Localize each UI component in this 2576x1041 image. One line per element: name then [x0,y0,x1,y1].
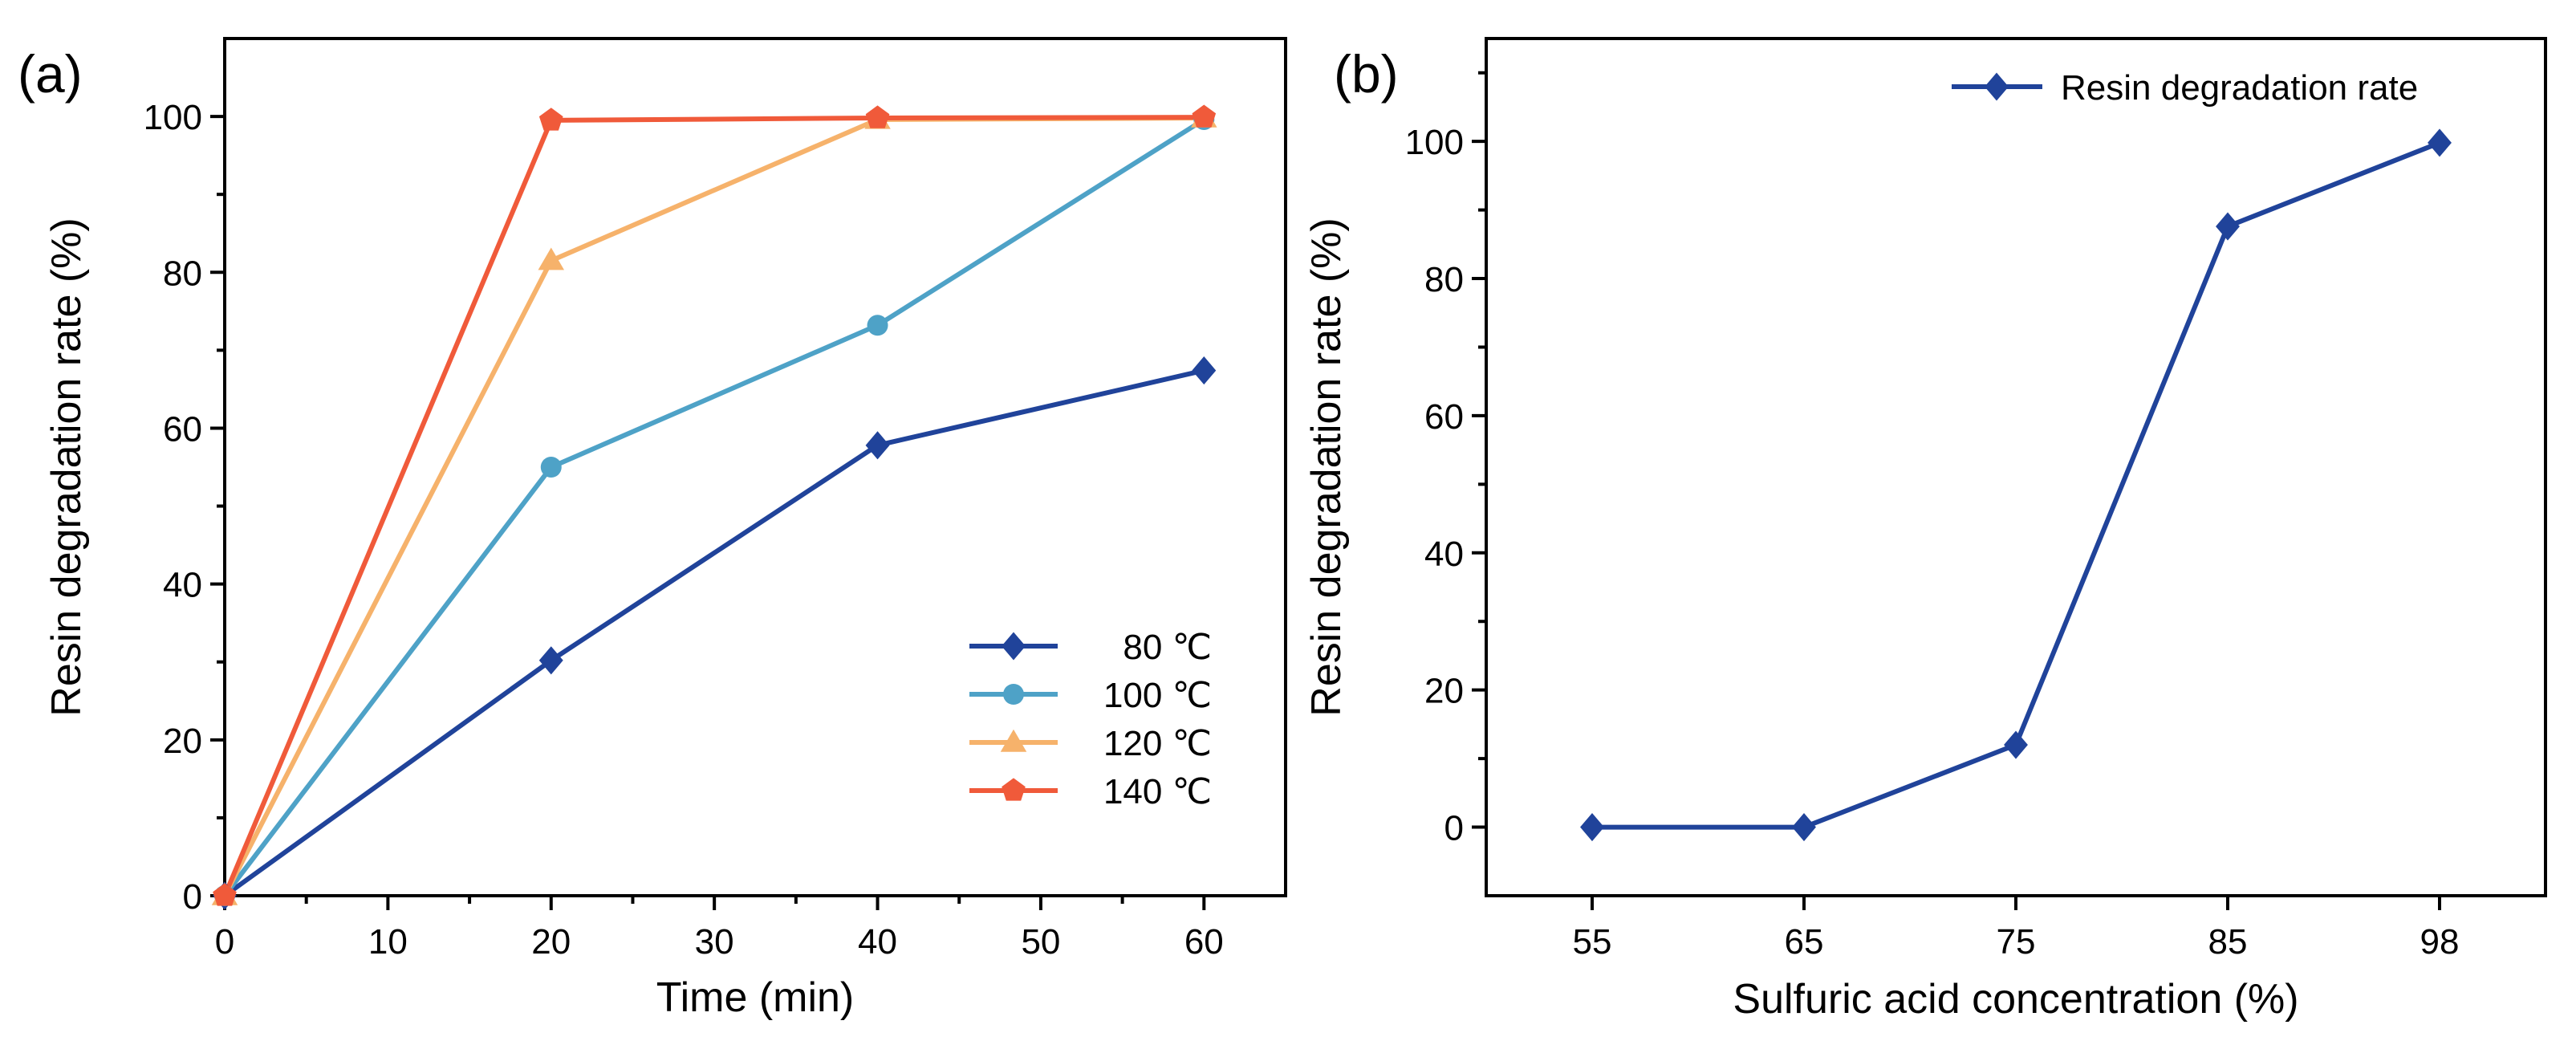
data-point-resin-degradation-rate [2216,212,2240,241]
panel-b-x-tick-label: 55 [1573,922,1612,962]
panel-b-legend: Resin degradation rate [1952,68,2418,108]
panel-b-series [1580,128,2452,842]
panel-b-x-tick-label: 75 [1997,922,2036,962]
panel-a-x-axis-label: Time (min) [656,974,855,1021]
panel-a-series [211,104,1217,910]
panel-a-y-tick-label: 80 [163,254,202,293]
legend-marker-120 [1000,729,1027,752]
panel-a-ticks: 0 10 20 30 40 50 60 0 20 40 60 80 100 [144,98,1224,962]
panel-a-y-tick-label: 40 [163,566,202,605]
panel-a-plot-frame [223,37,1287,897]
legend-label-80: 80 ℃ [1123,628,1212,667]
data-point-100 [540,457,562,478]
data-point-100 [867,315,888,336]
data-point-140 [213,883,237,906]
data-point-140 [1192,104,1217,128]
panel-b-y-tick-label: 40 [1424,535,1464,574]
panel-b-ticks: 55 65 75 85 98 0 20 40 60 80 100 [1405,71,2460,962]
panel-a-y-tick-label: 0 [183,877,202,917]
panel-b-x-tick-label: 98 [2420,922,2460,962]
panel-a-x-tick-label: 40 [858,922,897,962]
legend-marker-80 [1002,632,1026,661]
panel-a-label: (a) [18,44,83,104]
panel-a-x-tick-label: 0 [215,922,234,962]
legend-marker-140 [1002,778,1026,801]
chart-panel-b: (b) 55 65 75 85 98 0 20 40 60 80 100 Resin degrada… [1303,37,2547,1023]
panel-a-y-tick-label: 100 [144,98,202,137]
panel-b-x-tick-label: 85 [2208,922,2248,962]
data-point-80 [865,431,890,460]
series-line-80 [223,368,1205,898]
data-point-120 [538,247,565,270]
legend-label-140: 140 ℃ [1103,772,1212,811]
legend-marker-100 [1003,684,1024,705]
series-line-140 [222,115,1205,897]
panel-a-x-tick-label: 20 [531,922,571,962]
panel-b-x-axis-label: Sulfuric acid concentration (%) [1733,976,2298,1023]
panel-a-y-axis-label: Resin degradation rate (%) [43,218,90,716]
panel-b-y-tick-label: 0 [1444,809,1464,848]
panel-b-y-axis-label: Resin degradation rate (%) [1303,218,1350,716]
data-point-resin-degradation-rate [1580,813,1604,842]
data-point-resin-degradation-rate [1792,813,1816,842]
panel-b-y-tick-label: 100 [1405,123,1464,162]
panel-a-x-tick-label: 10 [368,922,408,962]
panel-b-y-tick-label: 20 [1424,672,1464,711]
panel-b-y-tick-label: 60 [1424,397,1464,437]
panel-a-y-tick-label: 20 [163,722,202,761]
data-point-80 [538,646,563,675]
data-point-resin-degradation-rate [2004,730,2028,759]
data-point-140 [538,108,563,131]
panel-a-legend: 80 ℃ 100 ℃ 120 ℃ 140 ℃ [969,628,1212,811]
panel-a-y-tick-label: 60 [163,409,202,449]
panel-a-x-tick-label: 50 [1021,922,1060,962]
data-point-80 [1192,356,1217,385]
legend-label-resin-degradation-rate: Resin degradation rate [2061,68,2418,108]
panel-b-x-tick-label: 65 [1785,922,1824,962]
legend-label-120: 120 ℃ [1103,724,1212,763]
panel-b-label: (b) [1334,44,1399,104]
legend-marker-resin-degradation-rate [1985,72,2009,101]
data-point-140 [865,105,890,128]
data-point-resin-degradation-rate [2428,128,2452,157]
panel-a-x-tick-label: 30 [695,922,734,962]
panel-a-x-tick-label: 60 [1184,922,1224,962]
series-line-100 [222,117,1205,897]
legend-label-100: 100 ℃ [1103,676,1212,715]
panel-b-y-tick-label: 80 [1424,260,1464,299]
chart-panel-a: (a) 0 10 20 30 40 50 60 0 20 40 60 80 100 80 ℃ 100 ℃ 1… [18,37,1287,1021]
